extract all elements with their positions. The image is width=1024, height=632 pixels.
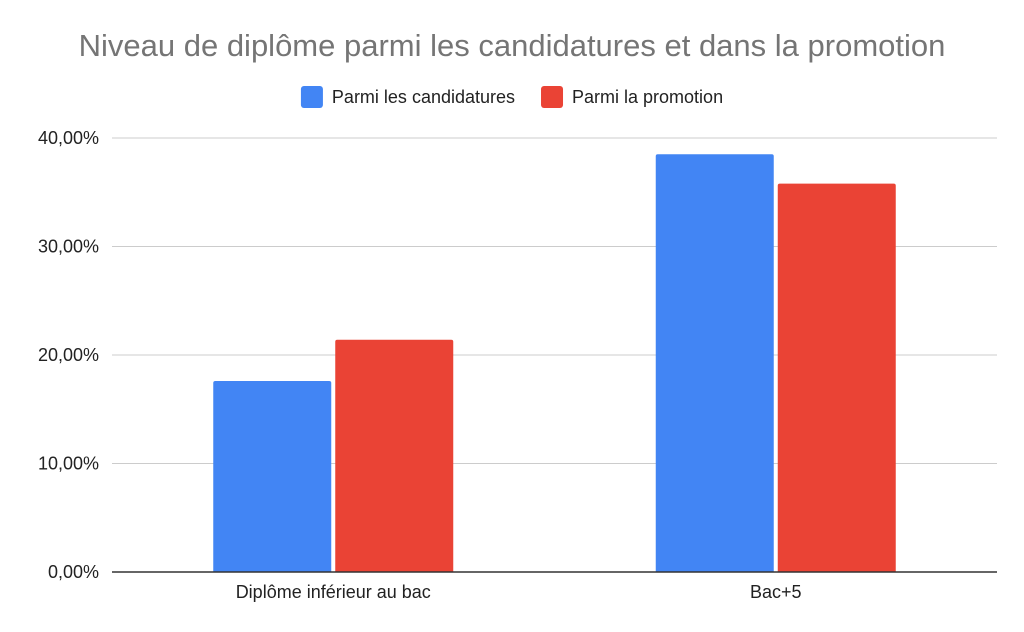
legend-item: Parmi la promotion: [541, 86, 723, 108]
x-tick-label: Diplôme inférieur au bac: [236, 582, 431, 602]
y-tick-label: 40,00%: [38, 128, 99, 148]
legend-label: Parmi les candidatures: [332, 87, 515, 107]
bar-series-1-category-1: [777, 183, 896, 572]
y-tick-label: 30,00%: [38, 237, 99, 257]
legend-item: Parmi les candidatures: [300, 86, 515, 108]
legend-swatch: [300, 86, 323, 108]
legend-swatch: [541, 86, 564, 108]
y-tick-label: 20,00%: [38, 345, 99, 365]
chart-title: Niveau de diplôme parmi les candidatures…: [79, 28, 946, 63]
y-tick-label: 0,00%: [48, 562, 99, 582]
bars: [213, 154, 896, 572]
legend-label: Parmi la promotion: [572, 87, 723, 107]
x-tick-label: Bac+5: [750, 582, 802, 602]
y-axis-ticks: 0,00% 10,00% 20,00% 30,00% 40,00%: [38, 128, 99, 582]
legend: Parmi les candidatures Parmi la promotion: [300, 86, 723, 108]
bar-series-0-category-1: [655, 154, 774, 572]
x-axis-ticks: Diplôme inférieur au bac Bac+5: [236, 582, 802, 602]
bar-series-0-category-0: [213, 381, 332, 572]
bar-series-1-category-0: [335, 339, 454, 572]
y-tick-label: 10,00%: [38, 454, 99, 474]
